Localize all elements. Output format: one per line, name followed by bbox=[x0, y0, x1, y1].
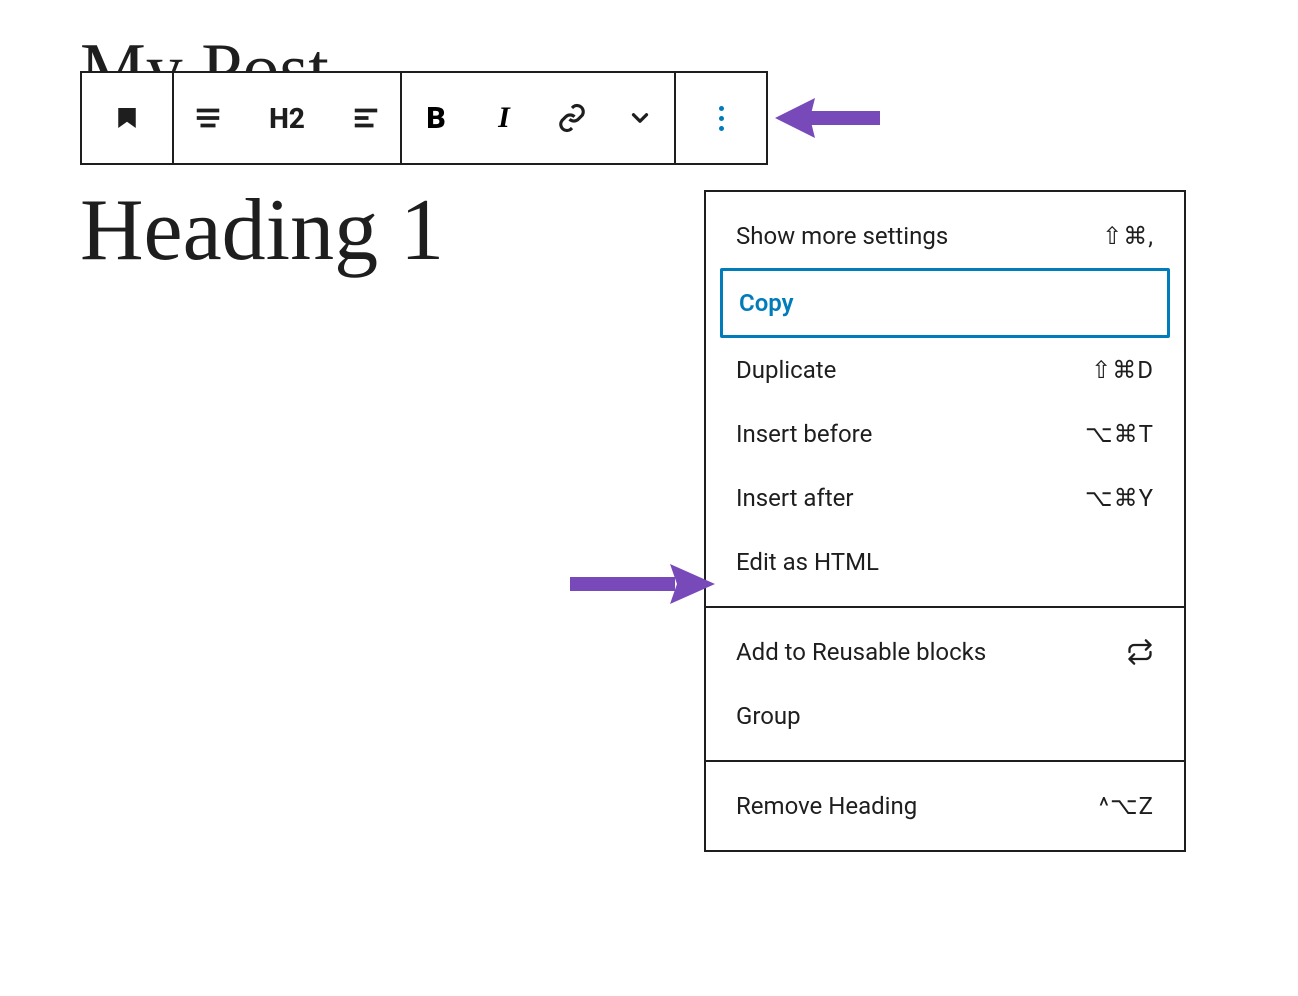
more-vertical-icon bbox=[719, 106, 724, 131]
text-align-button[interactable] bbox=[332, 73, 400, 163]
menu-add-reusable[interactable]: Add to Reusable blocks bbox=[706, 620, 1184, 684]
menu-item-label: Remove Heading bbox=[736, 792, 917, 820]
dropdown-section-3: Remove Heading ^⌥Z bbox=[706, 762, 1184, 850]
block-toolbar: H2 B I bbox=[80, 71, 768, 165]
menu-insert-after[interactable]: Insert after ⌥⌘Y bbox=[706, 466, 1184, 530]
italic-button[interactable]: I bbox=[470, 73, 538, 163]
align-button[interactable] bbox=[174, 73, 242, 163]
menu-show-more-settings[interactable]: Show more settings ⇧⌘, bbox=[706, 204, 1184, 268]
menu-item-label: Insert before bbox=[736, 420, 872, 448]
dropdown-section-1: Show more settings ⇧⌘, Copy Duplicate ⇧⌘… bbox=[706, 192, 1184, 608]
menu-item-label: Copy bbox=[739, 289, 794, 317]
menu-item-label: Show more settings bbox=[736, 222, 948, 250]
toolbar-group-block-type bbox=[82, 73, 174, 163]
menu-item-shortcut: ⇧⌘, bbox=[1102, 222, 1154, 250]
more-options-button[interactable] bbox=[676, 73, 766, 163]
bold-button[interactable]: B bbox=[402, 73, 470, 163]
post-title: My Post bbox=[80, 28, 329, 73]
menu-item-shortcut: ⌥⌘T bbox=[1085, 420, 1154, 448]
menu-item-shortcut: ^⌥Z bbox=[1099, 792, 1154, 820]
toolbar-group-format: B I bbox=[402, 73, 676, 163]
menu-insert-before[interactable]: Insert before ⌥⌘T bbox=[706, 402, 1184, 466]
annotation-arrow-top bbox=[775, 93, 885, 143]
more-format-button[interactable] bbox=[606, 73, 674, 163]
menu-edit-as-html[interactable]: Edit as HTML bbox=[706, 530, 1184, 594]
menu-remove-heading[interactable]: Remove Heading ^⌥Z bbox=[706, 774, 1184, 838]
menu-item-label: Add to Reusable blocks bbox=[736, 638, 986, 666]
toolbar-group-options bbox=[676, 73, 766, 163]
toolbar-group-heading: H2 bbox=[174, 73, 402, 163]
reusable-icon bbox=[1126, 638, 1154, 666]
menu-copy[interactable]: Copy bbox=[720, 268, 1170, 338]
menu-item-shortcut: ⇧⌘D bbox=[1091, 356, 1154, 384]
link-button[interactable] bbox=[538, 73, 606, 163]
menu-item-label: Edit as HTML bbox=[736, 548, 879, 576]
menu-group[interactable]: Group bbox=[706, 684, 1184, 748]
menu-item-label: Insert after bbox=[736, 484, 854, 512]
annotation-arrow-mid bbox=[565, 559, 715, 609]
heading-block-icon[interactable] bbox=[82, 73, 172, 163]
menu-item-shortcut: ⌥⌘Y bbox=[1085, 484, 1154, 512]
block-options-dropdown: Show more settings ⇧⌘, Copy Duplicate ⇧⌘… bbox=[704, 190, 1186, 852]
heading-level-label: H2 bbox=[269, 102, 305, 135]
heading-content[interactable]: Heading 1 bbox=[80, 180, 444, 281]
menu-duplicate[interactable]: Duplicate ⇧⌘D bbox=[706, 338, 1184, 402]
menu-item-label: Group bbox=[736, 702, 801, 730]
menu-item-label: Duplicate bbox=[736, 356, 836, 384]
heading-level-button[interactable]: H2 bbox=[242, 73, 332, 163]
dropdown-section-2: Add to Reusable blocks Group bbox=[706, 608, 1184, 762]
